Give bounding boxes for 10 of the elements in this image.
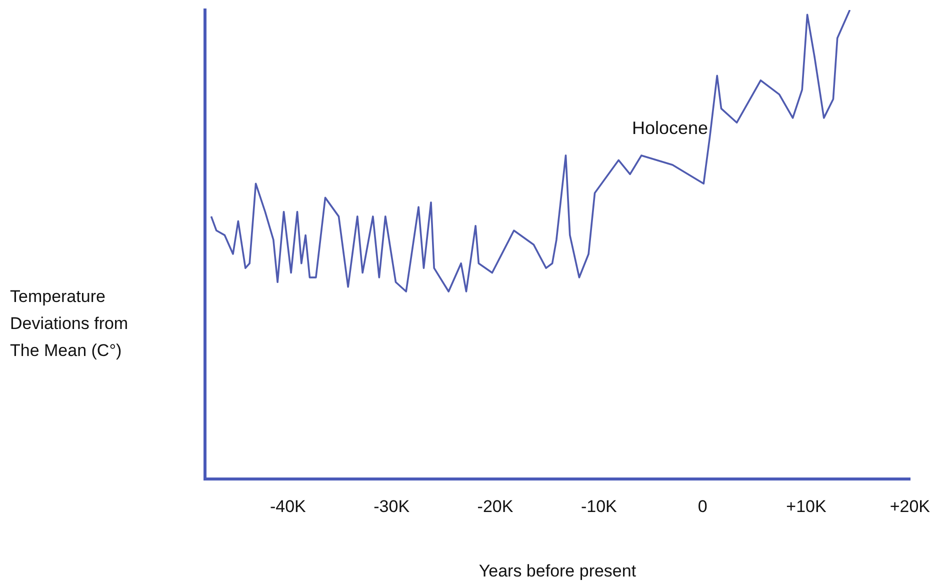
y-axis-title: Temperature Deviations from The Mean (C°)	[10, 286, 130, 362]
x-tick-label: 0	[698, 497, 708, 516]
x-tick-label: -40K	[270, 497, 307, 516]
x-axis-title: Years before present	[478, 561, 636, 580]
x-tick-label: +20K	[890, 497, 931, 516]
x-tick-label: +10K	[786, 497, 827, 516]
x-tick-label: -20K	[477, 497, 514, 516]
x-tick-label: -10K	[580, 497, 618, 516]
annotation: Holocene	[632, 118, 708, 139]
x-tick-label: -30K	[374, 497, 410, 516]
